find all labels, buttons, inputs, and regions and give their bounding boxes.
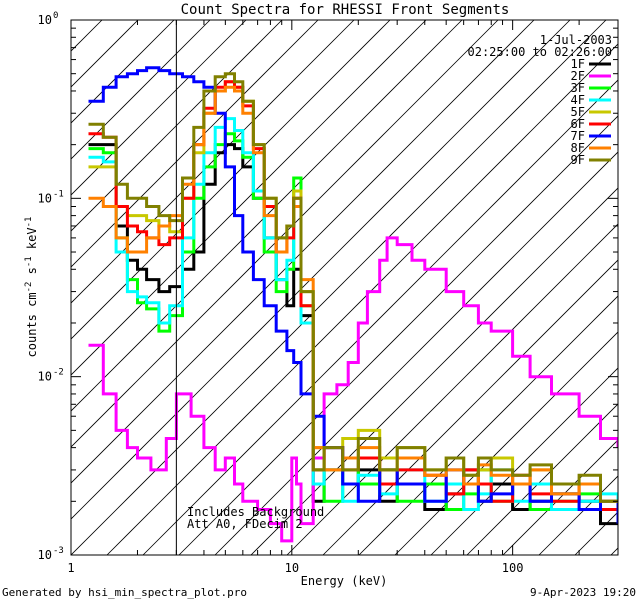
hatch-line	[71, 20, 139, 88]
x-tick-label: 1	[67, 561, 74, 575]
y-tick-label: 10	[38, 191, 52, 205]
series-4F-line	[88, 117, 618, 511]
legend-label: 4F	[571, 93, 585, 107]
hatch-line	[358, 295, 618, 555]
y-tick-label: 10	[38, 370, 52, 384]
hatch-line	[71, 20, 499, 448]
x-tick-label: 100	[502, 561, 524, 575]
x-tick-label: 10	[285, 561, 299, 575]
hatch-line	[71, 20, 283, 232]
hatch-line	[71, 20, 607, 555]
annotation-background: Includes Background	[187, 505, 324, 519]
hatch-line	[214, 151, 618, 555]
legend-label: 5F	[571, 105, 585, 119]
timestamp-label: 9-Apr-2023 19:20	[530, 586, 636, 599]
y-tick-exponent: -2	[53, 368, 64, 378]
hatch-line	[142, 79, 618, 555]
hatch-line	[71, 20, 535, 484]
generated-by-label: Generated by hsi_min_spectra_plot.pro	[2, 586, 247, 599]
series-3F-line	[88, 132, 618, 519]
legend-label: 3F	[571, 81, 585, 95]
hatch-line	[71, 20, 391, 340]
hatch-line	[71, 20, 211, 160]
chart-title: Count Spectra for RHESSI Front Segments	[181, 2, 510, 18]
legend-label: 9F	[571, 153, 585, 167]
y-axis-label: counts cm-2 s-1 keV-1	[24, 217, 39, 358]
hatch-line	[502, 439, 618, 555]
series-7F-line	[88, 66, 618, 524]
legend-label: 6F	[571, 117, 585, 131]
y-tick-exponent: -3	[53, 546, 64, 556]
y-tick-exponent: 0	[53, 11, 58, 21]
series-6F-line	[88, 80, 618, 511]
hatch-line	[71, 20, 175, 124]
legend-label: 1F	[571, 57, 585, 71]
hatch-line	[250, 187, 618, 555]
hatch-line	[71, 20, 355, 304]
hatch-line	[71, 20, 463, 412]
time-range-label: 02:25:00 to 02:26:00	[468, 45, 613, 59]
series-2F-line	[88, 236, 618, 543]
hatch-line	[430, 367, 618, 555]
plot-frame	[70, 19, 619, 556]
y-tick-label: 10	[38, 548, 52, 562]
legend-label: 2F	[571, 69, 585, 83]
date-label: 1-Jul-2003	[540, 33, 612, 47]
hatch-line	[322, 259, 618, 555]
hatch-line	[610, 547, 618, 555]
x-axis-label: Energy (keV)	[301, 574, 388, 588]
y-tick-exponent: -1	[53, 189, 64, 199]
hatch-line	[466, 403, 618, 555]
annotation-attenuator: Att A0, FDecim 2	[187, 517, 303, 531]
series-9F-line	[88, 72, 618, 503]
legend-label: 7F	[571, 129, 585, 143]
hatch-line	[71, 20, 319, 268]
y-tick-label: 10	[38, 13, 52, 27]
legend-label: 8F	[571, 141, 585, 155]
hatch-line	[106, 43, 618, 555]
hatch-line	[286, 223, 618, 555]
hatch-line	[71, 20, 247, 196]
series-1F-line	[88, 143, 618, 526]
